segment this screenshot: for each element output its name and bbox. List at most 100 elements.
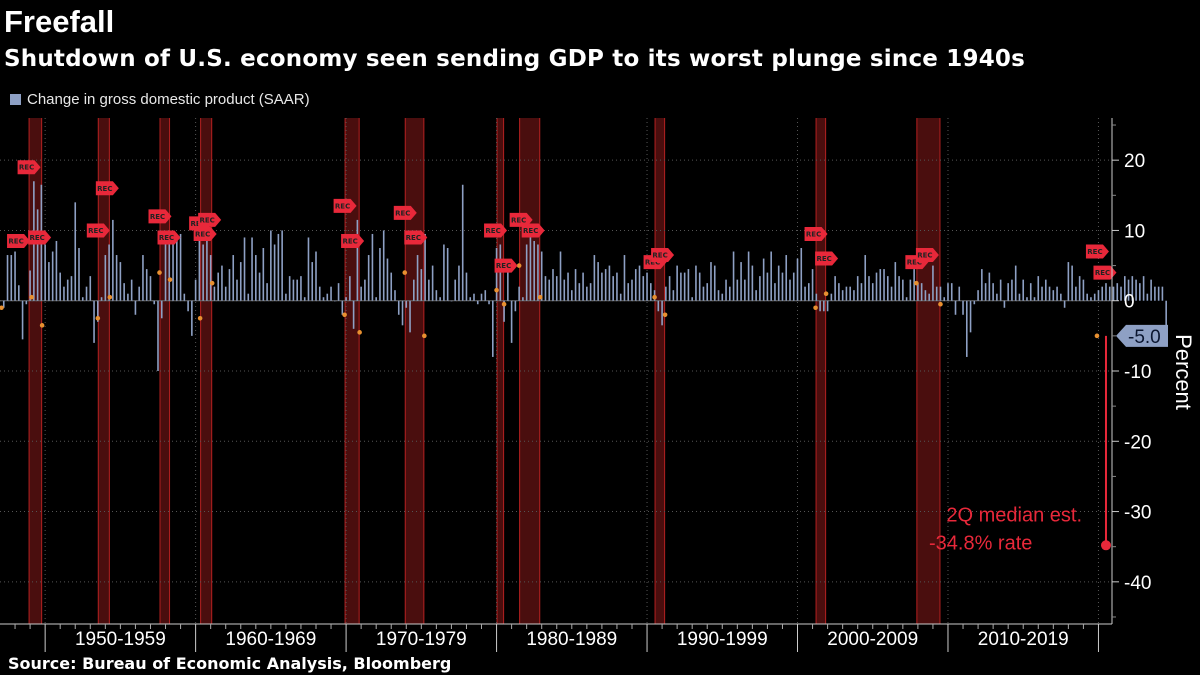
gdp-bar bbox=[981, 269, 983, 301]
gdp-bar bbox=[732, 251, 735, 301]
gdp-bar bbox=[1033, 297, 1036, 301]
recession-flag: REC bbox=[341, 233, 365, 248]
gdp-bar bbox=[860, 283, 863, 301]
gdp-bar bbox=[924, 290, 927, 301]
chart-title: Freefall bbox=[4, 4, 115, 39]
gdp-bar bbox=[552, 269, 554, 301]
recession-flag-label: REC bbox=[917, 252, 932, 260]
legend: Change in gross domestic product (SAAR) bbox=[10, 91, 310, 108]
gdp-bar bbox=[1003, 300, 1006, 308]
gdp-bar bbox=[807, 283, 810, 301]
gdp-bar bbox=[601, 272, 603, 301]
gdp-bar bbox=[183, 293, 186, 301]
gdp-bar bbox=[706, 283, 709, 301]
gdp-bar bbox=[112, 219, 114, 301]
gdp-bar bbox=[1105, 283, 1107, 301]
gdp-bar bbox=[902, 279, 904, 301]
recession-marker-dot bbox=[209, 280, 215, 286]
gdp-bar bbox=[1093, 293, 1096, 301]
gdp-bar bbox=[311, 262, 314, 301]
gdp-bar bbox=[894, 262, 897, 301]
recession-marker-dot bbox=[157, 270, 162, 275]
recession-flag-label: REC bbox=[335, 202, 350, 210]
gdp-bar bbox=[529, 233, 532, 301]
source-note: Source: Bureau of Economic Analysis, Blo… bbox=[8, 654, 452, 673]
recession-flag-shape bbox=[341, 233, 365, 248]
gdp-bar bbox=[834, 276, 836, 301]
gdp-bar bbox=[176, 237, 178, 301]
recession-flag-label: REC bbox=[511, 216, 526, 224]
gdp-bar bbox=[382, 230, 385, 301]
gdp-bar bbox=[811, 269, 814, 301]
gdp-bar bbox=[476, 300, 479, 305]
x-tick-label: 1960-1969 bbox=[225, 629, 316, 650]
gdp-bar bbox=[326, 293, 329, 301]
recession-marker-dot bbox=[342, 312, 347, 318]
gdp-bar bbox=[217, 272, 219, 301]
recession-marker-dot bbox=[95, 315, 101, 321]
gdp-bar bbox=[322, 297, 325, 301]
gdp-bar bbox=[251, 237, 253, 301]
y-tick-label: 20 bbox=[1124, 151, 1145, 172]
recession-flag: REC bbox=[193, 226, 217, 241]
recession-flag-shape bbox=[404, 230, 428, 245]
gdp-bar bbox=[239, 262, 242, 301]
gdp-bar bbox=[191, 300, 193, 336]
gdp-bar bbox=[292, 279, 295, 301]
gdp-bar bbox=[255, 255, 257, 301]
gdp-bar bbox=[236, 279, 238, 301]
recession-flag: REC bbox=[393, 205, 417, 220]
chart-subtitle: Shutdown of U.S. economy seen sending GD… bbox=[4, 46, 1025, 72]
recession-marker-dot bbox=[107, 294, 113, 300]
recession-flag: REC bbox=[509, 212, 533, 227]
gdp-bar bbox=[450, 300, 453, 302]
gdp-bar bbox=[1142, 276, 1145, 301]
gdp-bar bbox=[1165, 300, 1167, 336]
gdp-bar bbox=[514, 300, 517, 312]
gdp-bar bbox=[939, 286, 942, 301]
y-axis: 20 10 0 -10 -20 -30 -40 -5.0 Percent bbox=[1111, 118, 1196, 624]
gdp-bar bbox=[446, 248, 449, 301]
gdp-bar bbox=[318, 286, 321, 301]
gdp-bar bbox=[428, 279, 430, 301]
recession-flag-label: REC bbox=[200, 216, 215, 224]
recession-flag-label: REC bbox=[645, 259, 660, 267]
gdp-bar bbox=[856, 276, 859, 301]
gdp-bar bbox=[796, 258, 799, 301]
gdp-bar bbox=[567, 272, 569, 301]
gdp-bar bbox=[345, 297, 347, 301]
gdp-bar bbox=[44, 244, 46, 301]
gdp-bar bbox=[2, 300, 5, 308]
recession-marker-dot bbox=[0, 305, 4, 311]
recession-flag-label: REC bbox=[523, 227, 538, 235]
gdp-bar bbox=[710, 262, 712, 301]
gdp-bar bbox=[589, 283, 592, 301]
recession-flag: REC bbox=[333, 198, 357, 213]
gdp-bar bbox=[721, 293, 724, 301]
x-tick-label: 1990-1999 bbox=[677, 629, 768, 650]
gdp-bar bbox=[623, 255, 626, 301]
y-tick-label: -10 bbox=[1124, 362, 1151, 383]
gdp-bar bbox=[270, 230, 272, 301]
gdp-bar bbox=[725, 279, 727, 301]
gdp-bar bbox=[1052, 290, 1055, 301]
recession-band bbox=[519, 118, 541, 624]
recession-flag: REC bbox=[651, 248, 675, 263]
gdp-bar bbox=[823, 300, 825, 312]
gdp-bar bbox=[736, 279, 739, 301]
recession-flag-label: REC bbox=[19, 164, 34, 172]
gdp-bar bbox=[582, 272, 584, 301]
gdp-bar bbox=[160, 300, 163, 319]
estimate-label-line2: -34.8% rate bbox=[929, 532, 1032, 554]
gdp-bar bbox=[277, 233, 280, 301]
gdp-bar bbox=[680, 272, 682, 301]
gdp-bar bbox=[503, 300, 505, 322]
gdp-bar bbox=[25, 300, 28, 305]
gdp-bar bbox=[770, 251, 772, 301]
gdp-bar bbox=[883, 269, 885, 301]
recession-flag-shape bbox=[95, 181, 119, 196]
recession-flag-shape bbox=[198, 212, 222, 227]
gdp-bar bbox=[657, 300, 660, 312]
gdp-bar bbox=[1154, 286, 1156, 301]
gdp-bar bbox=[81, 297, 84, 301]
